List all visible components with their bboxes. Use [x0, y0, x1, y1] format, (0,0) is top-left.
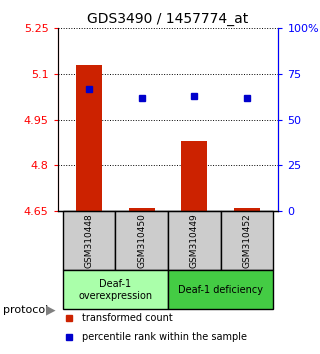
Text: transformed count: transformed count: [82, 313, 172, 323]
Bar: [63, 270, 168, 309]
Bar: [220, 211, 273, 270]
Text: GSM310448: GSM310448: [85, 213, 94, 268]
Bar: [234, 208, 260, 211]
Bar: [116, 211, 168, 270]
Text: GSM310450: GSM310450: [137, 213, 146, 268]
Title: GDS3490 / 1457774_at: GDS3490 / 1457774_at: [87, 12, 249, 26]
Text: protocol: protocol: [3, 305, 48, 315]
Bar: [129, 208, 155, 211]
Bar: [168, 270, 273, 309]
Text: percentile rank within the sample: percentile rank within the sample: [82, 332, 247, 342]
Text: GSM310449: GSM310449: [190, 213, 199, 268]
Bar: [76, 65, 102, 211]
Bar: [63, 211, 116, 270]
Bar: [168, 211, 220, 270]
Bar: [181, 141, 207, 211]
Text: Deaf-1
overexpression: Deaf-1 overexpression: [78, 279, 153, 301]
Text: ▶: ▶: [46, 303, 56, 316]
Text: GSM310452: GSM310452: [242, 213, 251, 268]
Text: Deaf-1 deficiency: Deaf-1 deficiency: [178, 285, 263, 295]
